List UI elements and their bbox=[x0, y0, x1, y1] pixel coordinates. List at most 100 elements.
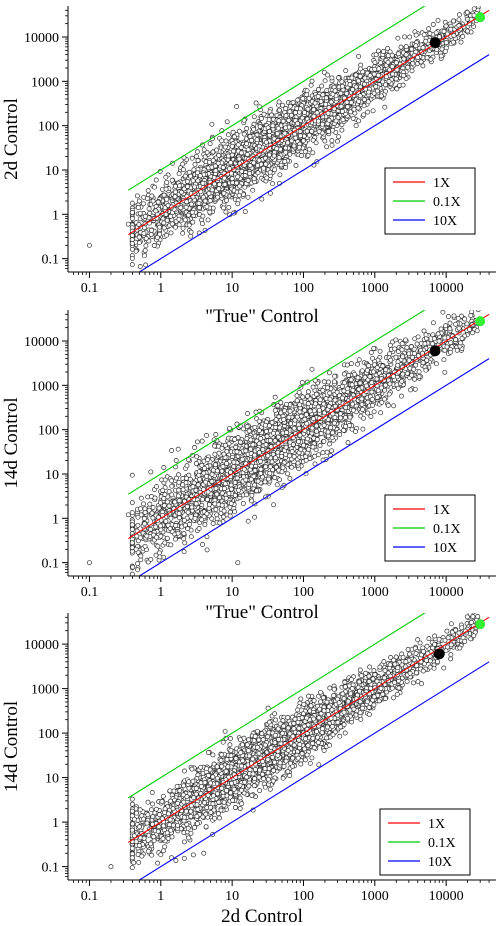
scatter-point bbox=[311, 113, 317, 119]
scatter-point bbox=[150, 198, 156, 204]
scatter-point bbox=[161, 220, 167, 226]
scatter-point bbox=[192, 161, 198, 167]
scatter-point bbox=[389, 64, 395, 69]
scatter-point bbox=[164, 196, 170, 202]
scatter-point bbox=[261, 165, 266, 171]
scatter-point bbox=[196, 200, 202, 206]
scatter-point bbox=[172, 189, 178, 195]
scatter-point bbox=[269, 112, 275, 118]
scatter-point bbox=[263, 139, 269, 145]
scatter-point bbox=[184, 199, 190, 205]
scatter-point bbox=[180, 225, 186, 231]
scatter-point bbox=[344, 99, 350, 105]
scatter-point bbox=[375, 72, 381, 78]
scatter-point bbox=[169, 177, 175, 183]
scatter-point bbox=[216, 152, 222, 158]
scatter-point bbox=[221, 190, 227, 196]
x-axis-title: "True" Control bbox=[205, 306, 319, 327]
scatter-point bbox=[245, 147, 251, 153]
scatter-point bbox=[180, 167, 186, 173]
scatter-point bbox=[335, 138, 340, 144]
scatter-point bbox=[215, 194, 221, 200]
scatter-point bbox=[253, 100, 259, 106]
scatter-point bbox=[283, 106, 289, 111]
scatter-point bbox=[293, 135, 299, 141]
scatter-point bbox=[361, 103, 367, 109]
scatter-point bbox=[389, 52, 395, 58]
scatter-point bbox=[336, 75, 341, 81]
scatter-point bbox=[413, 43, 419, 49]
y-tick-label: 100 bbox=[38, 120, 59, 135]
scatter-point bbox=[299, 379, 305, 385]
scatter-point bbox=[180, 161, 186, 167]
scatter-point bbox=[254, 137, 260, 143]
scatter-point bbox=[241, 131, 247, 137]
scatter-point bbox=[244, 126, 250, 131]
scatter-point bbox=[270, 123, 276, 129]
scatter-point bbox=[193, 153, 199, 159]
scatter-point bbox=[251, 114, 257, 120]
x-tick-label: 1 bbox=[157, 281, 164, 296]
scatter-point bbox=[190, 178, 196, 184]
scatter-point bbox=[395, 51, 401, 57]
scatter-point bbox=[168, 213, 174, 219]
scatter-point bbox=[372, 66, 378, 72]
scatter-point bbox=[236, 156, 242, 162]
scatter-point bbox=[448, 26, 454, 32]
scatter-point bbox=[282, 159, 288, 164]
scatter-point bbox=[136, 234, 142, 240]
scatter-point bbox=[271, 153, 277, 159]
y-axis-title: 2d Control bbox=[1, 98, 22, 180]
scatter-point bbox=[423, 38, 429, 44]
scatter-point bbox=[224, 119, 230, 125]
scatter-point bbox=[270, 181, 276, 187]
scatter-point bbox=[153, 177, 159, 183]
scatter-point bbox=[238, 189, 244, 195]
scatter-point bbox=[202, 198, 208, 204]
scatter-point bbox=[221, 175, 227, 181]
scatter-point bbox=[261, 111, 267, 117]
scatter-point bbox=[185, 184, 190, 189]
scatter-point bbox=[283, 125, 289, 131]
scatter-point bbox=[129, 216, 135, 221]
scatter-point bbox=[219, 138, 225, 144]
scatter-point bbox=[283, 145, 289, 151]
scatter-point bbox=[190, 219, 196, 225]
scatter-point bbox=[142, 248, 148, 253]
scatter-point bbox=[426, 26, 432, 32]
scatter-point bbox=[257, 124, 263, 129]
scatter-point bbox=[442, 369, 448, 375]
scatter-point bbox=[212, 163, 218, 169]
scatter-point bbox=[258, 116, 264, 121]
scatter-point bbox=[205, 217, 211, 223]
scatter-point bbox=[383, 82, 388, 88]
y-tick-label: 0.1 bbox=[42, 253, 60, 268]
scatter-point bbox=[197, 173, 203, 179]
scatter-point bbox=[195, 158, 201, 163]
scatter-point bbox=[224, 197, 230, 203]
scatter-point bbox=[215, 160, 221, 166]
scatter-point bbox=[191, 167, 197, 173]
scatter-point bbox=[286, 117, 292, 123]
scatter-point bbox=[189, 209, 195, 215]
scatter-point bbox=[129, 232, 135, 238]
scatter-point bbox=[344, 91, 350, 96]
scatter-point bbox=[374, 88, 380, 94]
scatter-point bbox=[147, 210, 153, 216]
scatter-point bbox=[235, 201, 241, 207]
scatter-point bbox=[209, 187, 215, 193]
scatter-point bbox=[315, 87, 321, 92]
scatter-point bbox=[430, 22, 436, 27]
scatter-point bbox=[293, 163, 299, 168]
scatter-point bbox=[393, 76, 399, 82]
scatter-point bbox=[245, 194, 251, 200]
scatter-point bbox=[343, 68, 349, 74]
scatter-point bbox=[361, 81, 367, 87]
scatter-point bbox=[247, 171, 253, 176]
outlier-point bbox=[87, 242, 92, 248]
scatter-point bbox=[387, 49, 393, 55]
scatter-point bbox=[280, 102, 285, 108]
scatter-point bbox=[298, 133, 303, 139]
